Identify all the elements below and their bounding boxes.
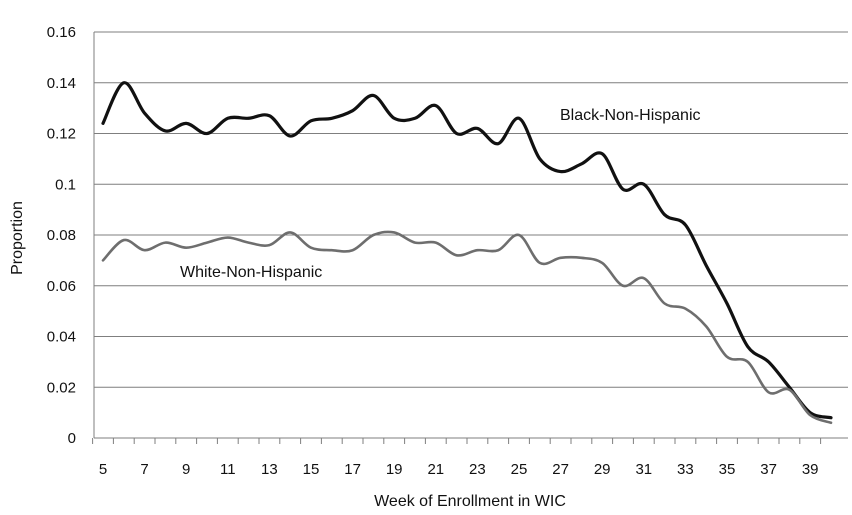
x-tick-label: 27 <box>552 461 569 478</box>
x-tick-label: 31 <box>635 461 652 478</box>
x-axis-ticks: 5 7 9 11 13 15 17 19 21 23 25 27 29 31 33 35 37 39 <box>92 438 822 478</box>
x-tick-label: 21 <box>427 461 444 478</box>
x-tick-label: 7 <box>140 461 148 478</box>
x-tick-label: 15 <box>303 461 320 478</box>
x-tick-label: 11 <box>220 461 236 478</box>
x-tick-label: 25 <box>511 461 528 478</box>
y-axis-title: Proportion <box>9 201 26 275</box>
y-tick-label: 0.08 <box>47 227 76 244</box>
x-tick-label: 35 <box>719 461 736 478</box>
x-tick-label: 9 <box>182 461 190 478</box>
y-tick-label: 0.14 <box>47 75 76 92</box>
x-tick-label: 19 <box>386 461 403 478</box>
series-line-white-non-hispanic <box>101 230 833 425</box>
x-tick-label: 39 <box>802 461 819 478</box>
x-axis-title: Week of Enrollment in WIC <box>374 493 566 510</box>
series-lines <box>101 81 833 425</box>
x-tick-label: 33 <box>677 461 694 478</box>
y-tick-label: 0.04 <box>47 329 76 346</box>
y-tick-label: 0.12 <box>47 126 76 143</box>
series-line-black-non-hispanic <box>101 81 833 420</box>
x-tick-label: 29 <box>594 461 611 478</box>
x-tick-label: 13 <box>261 461 278 478</box>
y-tick-label: 0 <box>68 430 76 447</box>
y-axis-ticks: 0 0.02 0.04 0.06 0.08 0.1 0.12 0.14 0.16 <box>47 24 76 447</box>
x-tick-label: 5 <box>99 461 107 478</box>
gridlines <box>93 31 848 439</box>
x-tick-label: 37 <box>760 461 777 478</box>
series-label-white-non-hispanic: White-Non-Hispanic <box>180 264 322 281</box>
series-label-black-non-hispanic: Black-Non-Hispanic <box>560 107 701 124</box>
y-tick-label: 0.02 <box>47 379 76 396</box>
x-tick-label: 17 <box>344 461 361 478</box>
y-tick-label: 0.06 <box>47 278 76 295</box>
y-tick-label: 0.16 <box>47 24 76 41</box>
y-tick-label: 0.1 <box>55 176 76 193</box>
x-tick-label: 23 <box>469 461 486 478</box>
